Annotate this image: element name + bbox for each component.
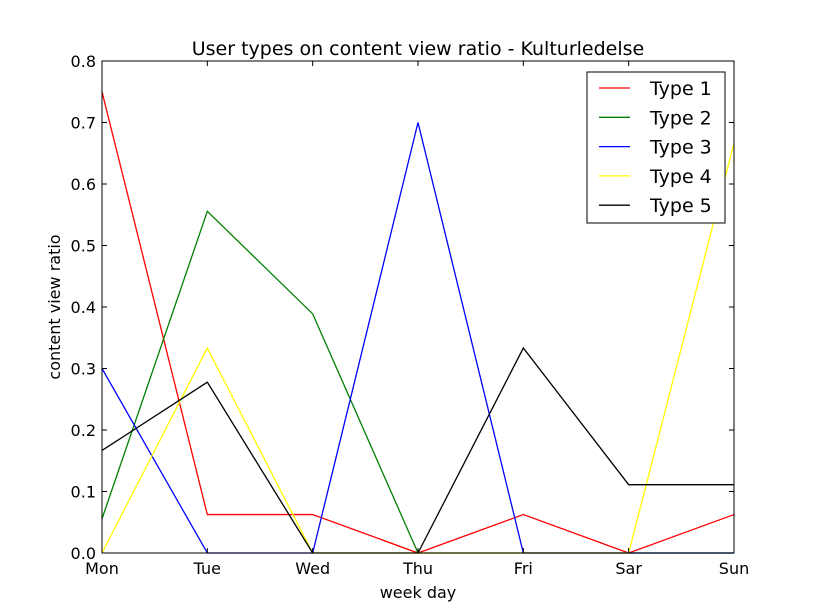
y-tick-label: 0.5 xyxy=(71,237,96,256)
legend: Type 1 Type 2 Type 3 Type 4 Type 5 xyxy=(586,71,726,224)
x-tick-label: Tue xyxy=(193,559,221,578)
chart-title: User types on content view ratio - Kultu… xyxy=(192,38,644,60)
y-tick-label: 0.7 xyxy=(71,114,96,133)
y-tick-label: 0.2 xyxy=(71,421,96,440)
series-line-type-5 xyxy=(101,346,734,554)
y-tick-label: 0.3 xyxy=(71,360,96,379)
legend-label-type-3: Type 3 xyxy=(649,137,712,159)
legend-label-type-4: Type 4 xyxy=(649,166,712,188)
series-line-type-2 xyxy=(101,210,734,554)
y-tick-label: 0.1 xyxy=(71,483,96,502)
x-tick-label: Fri xyxy=(514,559,533,578)
x-tick-label: Wed xyxy=(295,559,330,578)
x-axis-label: week day xyxy=(380,583,457,602)
y-tick-label: 0.6 xyxy=(71,175,96,194)
y-axis-label: content view ratio xyxy=(45,234,64,379)
y-tick-label: 0.4 xyxy=(71,298,96,317)
x-tick-label: Thu xyxy=(402,559,433,578)
legend-label-type-2: Type 2 xyxy=(649,107,712,129)
y-tick-label: 0.0 xyxy=(71,544,96,563)
x-tick-label: Sun xyxy=(719,559,749,578)
x-tick-label: Sar xyxy=(615,559,642,578)
legend-label-type-1: Type 1 xyxy=(649,78,712,100)
x-tick-label: Mon xyxy=(85,559,119,578)
legend-box xyxy=(586,71,726,224)
ticks-layer: Mon Tue Wed Thu Fri Sar Sun 0.0 0.1 0.2 0.3 0.4 0.5 0… xyxy=(71,52,750,578)
plot-area-frame xyxy=(101,60,735,554)
legend-label-type-5: Type 5 xyxy=(649,195,712,217)
y-tick-label: 0.8 xyxy=(71,52,96,71)
